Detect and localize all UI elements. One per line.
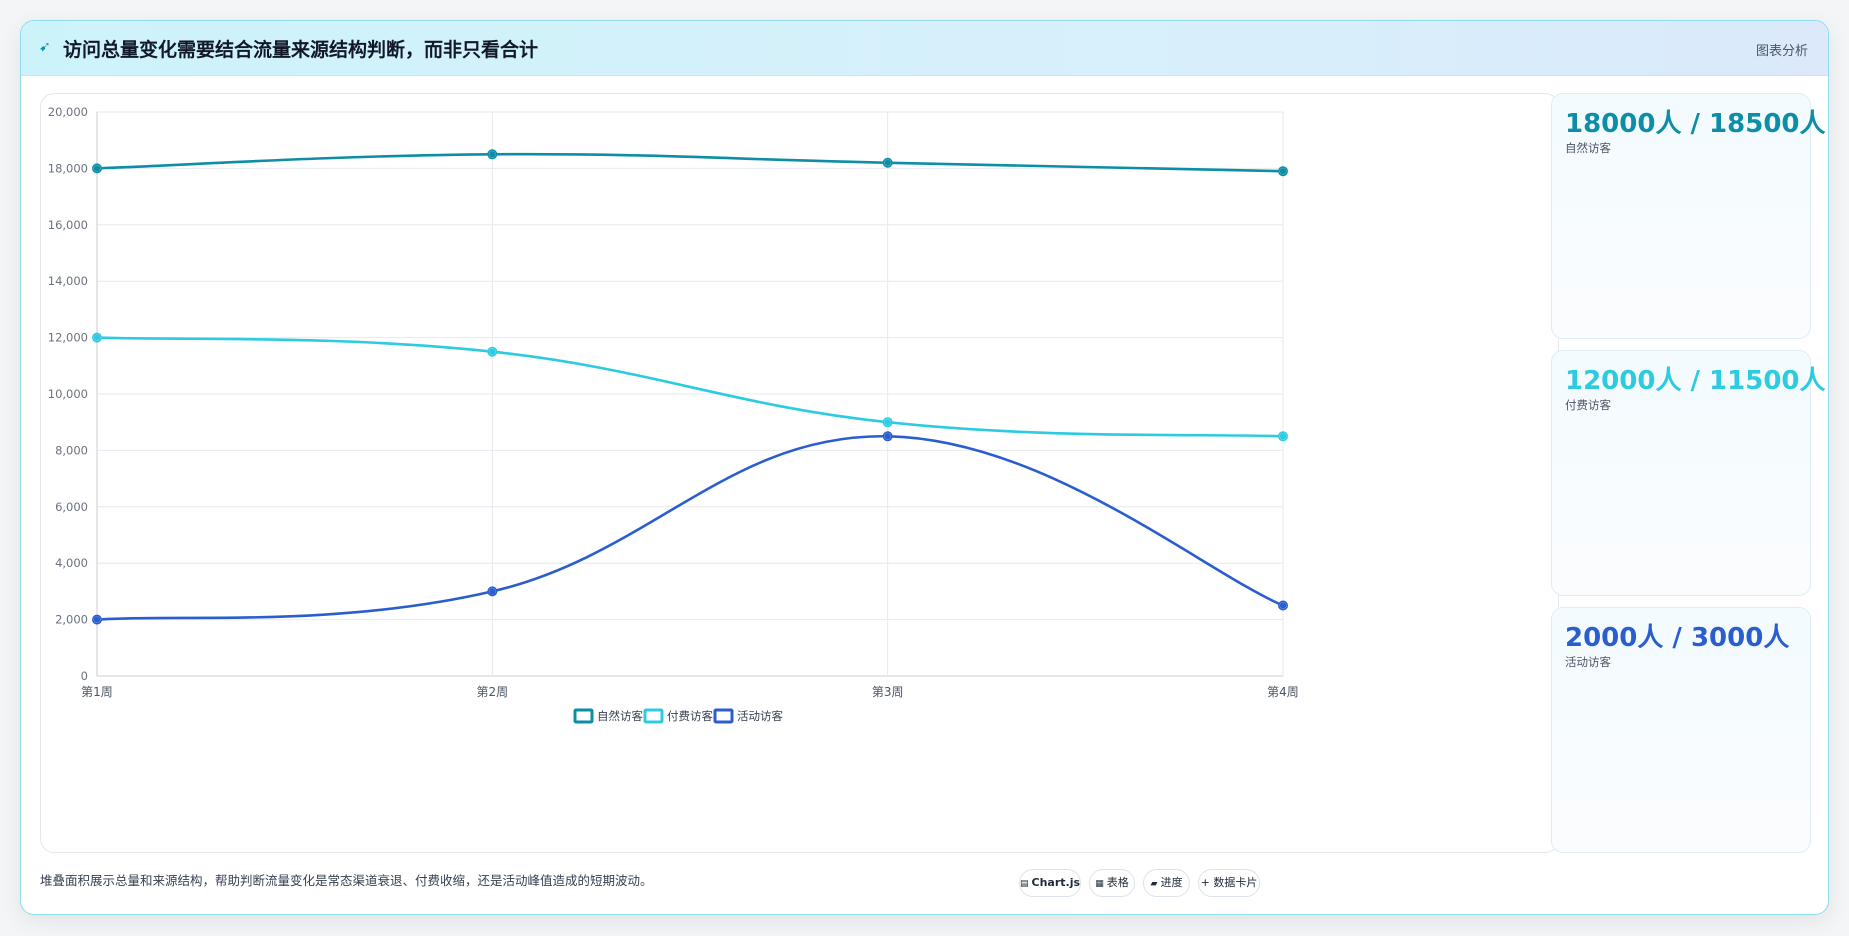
x-tick-label: 第3周 (872, 685, 904, 699)
footer-note: 堆叠面积展示总量和来源结构，帮助判断流量变化是常态渠道衰退、付费收缩，还是活动峰… (40, 873, 653, 888)
y-tick-label: 10,000 (48, 387, 88, 401)
chip-table[interactable]: ▦ 表格 (1089, 869, 1135, 897)
card-paid-visitors: 12000人 / 11500人 付费访客 (1551, 350, 1826, 596)
series-line-1 (96, 152, 1284, 173)
card-campaign-visitors: 2000人 / 3000人 活动访客 (1551, 607, 1811, 853)
legend-swatch (713, 708, 734, 724)
page-title: 访问总量变化需要结合流量来源结构判断，而非只看合计 (63, 39, 539, 61)
series-line-3 (96, 434, 1284, 621)
series-line-2 (96, 336, 1284, 438)
sparkle-icon: ➹ (39, 39, 51, 55)
y-tick-label: 14,000 (48, 274, 88, 288)
y-tick-label: 20,000 (48, 105, 88, 119)
y-tick-label: 4,000 (55, 556, 88, 570)
data-point-ring (1278, 431, 1289, 442)
data-point-ring (882, 417, 893, 428)
chip-progress[interactable]: ▰ 进度 (1143, 869, 1190, 897)
panel-header: ➹ 访问总量变化需要结合流量来源结构判断，而非只看合计 图表分析 (21, 21, 1828, 76)
data-point-ring (487, 346, 498, 357)
legend-label: 活动访客 (737, 709, 783, 723)
data-point-ring (91, 332, 102, 343)
chart-analysis-link[interactable]: 图表分析 (1755, 44, 1808, 59)
data-point-ring (1278, 166, 1289, 177)
legend-swatch (643, 708, 664, 724)
y-tick-label: 6,000 (55, 500, 88, 514)
legend-label: 付费访客 (667, 709, 713, 723)
card-value: 12000人 / 11500人 (1565, 366, 1826, 396)
card-label: 活动访客 (1565, 655, 1611, 669)
chip-data-cards[interactable]: + 数据卡片 (1198, 869, 1260, 897)
chart-icon: ▤ (1020, 879, 1029, 889)
y-tick-label: 18,000 (48, 161, 88, 175)
x-tick-label: 第4周 (1267, 685, 1299, 699)
y-tick-label: 12,000 (48, 331, 88, 345)
table-icon: ▦ (1095, 879, 1104, 889)
legend-label: 自然访客 (597, 709, 643, 723)
chart-panel: ➹ 访问总量变化需要结合流量来源结构判断，而非只看合计 图表分析 0 2,000 4… (20, 20, 1829, 915)
data-point-ring (91, 163, 102, 174)
y-tick-label: 8,000 (55, 443, 88, 457)
line-chart-svg: 0 2,000 4,000 6,000 8,000 10,000 12,000 14,000 1… (48, 105, 1299, 724)
x-tick-label: 第1周 (81, 685, 113, 699)
y-tick-label: 16,000 (48, 218, 88, 232)
data-point-ring (882, 431, 893, 442)
y-tick-label: 0 (81, 669, 88, 683)
y-tick-label: 2,000 (55, 613, 88, 627)
data-point-ring (487, 586, 498, 597)
card-value: 2000人 / 3000人 (1565, 623, 1790, 653)
chip-chartjs[interactable]: ▤ Chart.js (1019, 869, 1081, 897)
card-label: 付费访客 (1565, 398, 1611, 412)
data-point-ring (91, 614, 102, 625)
legend-swatch (573, 708, 594, 724)
x-tick-label: 第2周 (477, 685, 509, 699)
data-point-ring (882, 157, 893, 168)
line-chart: 0 2,000 4,000 6,000 8,000 10,000 12,000 14,000 1… (40, 93, 1559, 853)
card-value: 18000人 / 18500人 (1565, 109, 1826, 139)
card-label: 自然访客 (1565, 141, 1611, 155)
data-point-ring (487, 149, 498, 160)
card-natural-visitors: 18000人 / 18500人 自然访客 (1551, 93, 1826, 339)
data-point-ring (1278, 600, 1289, 611)
progress-icon: ▰ (1150, 879, 1158, 889)
